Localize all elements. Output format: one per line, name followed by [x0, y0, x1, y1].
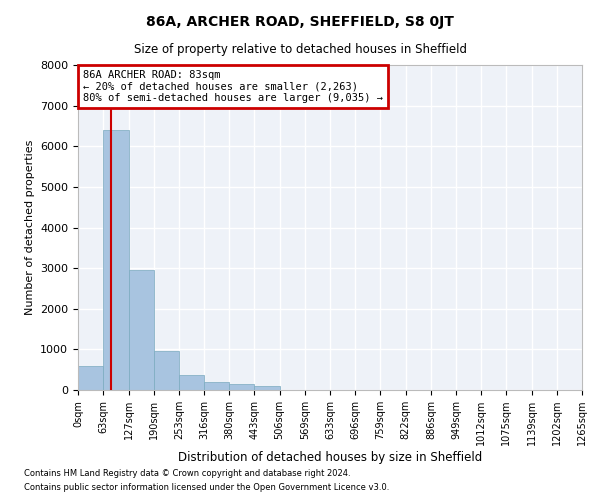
Bar [204, 382, 229, 390]
Bar [128, 270, 154, 390]
Text: 86A ARCHER ROAD: 83sqm
← 20% of detached houses are smaller (2,263)
80% of semi-: 86A ARCHER ROAD: 83sqm ← 20% of detached… [83, 70, 383, 103]
Bar [254, 386, 280, 390]
Bar [78, 366, 103, 390]
Y-axis label: Number of detached properties: Number of detached properties [25, 140, 35, 315]
Text: Size of property relative to detached houses in Sheffield: Size of property relative to detached ho… [133, 42, 467, 56]
Bar [179, 374, 204, 390]
Bar [229, 384, 254, 390]
Bar [103, 130, 128, 390]
Text: 86A, ARCHER ROAD, SHEFFIELD, S8 0JT: 86A, ARCHER ROAD, SHEFFIELD, S8 0JT [146, 15, 454, 29]
Text: Contains HM Land Registry data © Crown copyright and database right 2024.: Contains HM Land Registry data © Crown c… [24, 468, 350, 477]
X-axis label: Distribution of detached houses by size in Sheffield: Distribution of detached houses by size … [178, 451, 482, 464]
Text: Contains public sector information licensed under the Open Government Licence v3: Contains public sector information licen… [24, 484, 389, 492]
Bar [154, 351, 179, 390]
